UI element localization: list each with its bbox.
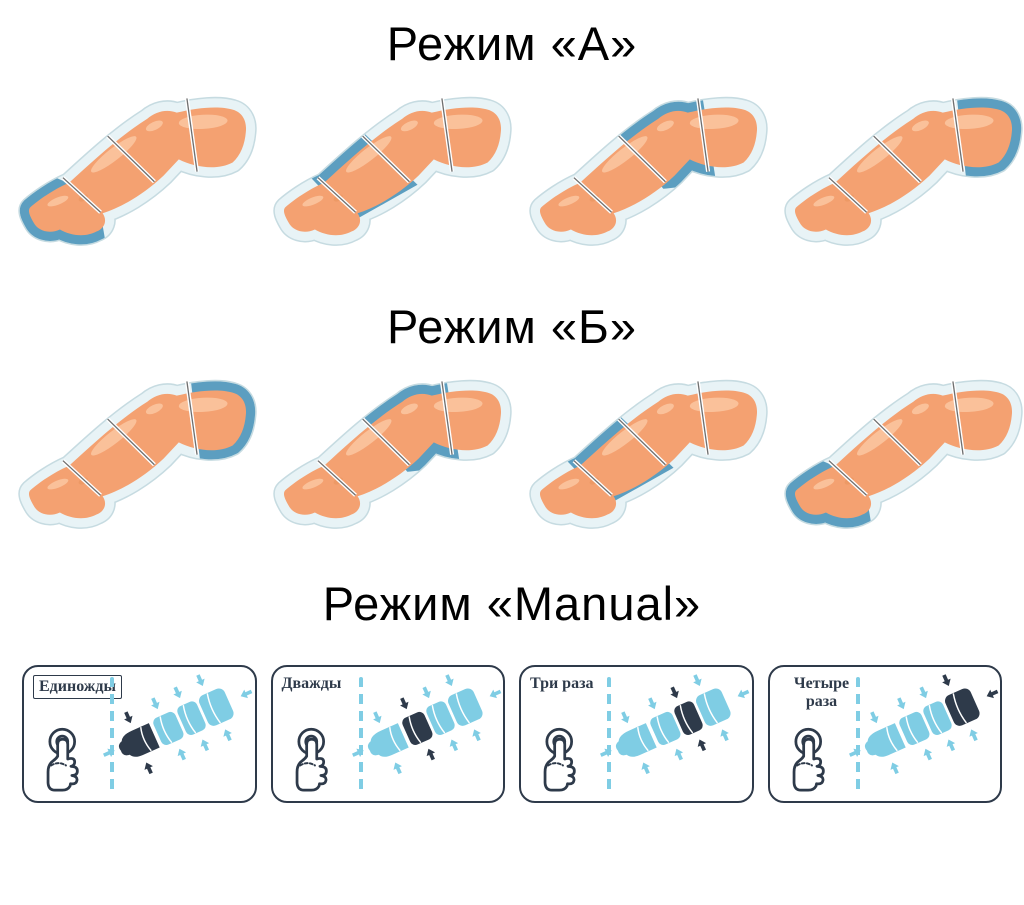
mode-a-title: Режим «А» — [386, 17, 638, 70]
leg-figure-foot — [784, 379, 1023, 529]
press-button-hand-icon — [543, 727, 576, 792]
panel-press-count-label: Единожды — [33, 675, 122, 699]
panel-press-count-label: Четыре раза — [793, 675, 850, 710]
press-button-hand-icon — [295, 727, 328, 792]
section-mode-a: Режим «А» — [0, 0, 1024, 253]
mode-b-legs-row — [0, 354, 1024, 536]
press-button-hand-icon — [46, 727, 79, 792]
manual-panel-4: Четыре раза — [767, 665, 1002, 803]
cuff-segment-dividers — [316, 381, 455, 497]
cuff-segment-dividers — [572, 98, 710, 214]
leg-figure-thigh — [18, 379, 257, 529]
panel-press-count-label: Три раза — [530, 675, 594, 692]
mode-a-legs-row — [0, 71, 1024, 253]
dashed-separator — [607, 677, 611, 791]
cuff-segment-dividers — [827, 98, 966, 214]
dashed-separator — [855, 677, 860, 791]
leg-figure-knee — [273, 379, 513, 529]
cuff-leg-diagram — [848, 674, 998, 775]
leg-figure-thigh — [784, 96, 1023, 246]
leg-figure-calf — [528, 379, 768, 529]
cuff-segment-dividers — [827, 381, 966, 497]
dashed-separator — [110, 677, 114, 791]
manual-panels-row: Единожды — [0, 665, 1024, 803]
mode-manual-title: Режим «Manual» — [322, 577, 702, 630]
cuff-leg-diagram — [600, 674, 750, 775]
manual-panel-1: Единожды — [22, 665, 257, 803]
inflate-arrows — [600, 674, 750, 775]
leg-figure-foot — [18, 96, 257, 246]
inflate-arrows — [103, 674, 253, 775]
section-mode-b: Режим «Б» — [0, 253, 1024, 536]
cuff-leg-diagram — [103, 674, 253, 775]
leg-figure-knee — [528, 96, 768, 246]
inflate-arrows — [848, 674, 998, 775]
press-button-hand-icon — [792, 727, 825, 792]
cuff-segment-dividers — [61, 98, 200, 214]
manual-panel-3: Три раза — [519, 665, 754, 803]
mode-b-title: Режим «Б» — [386, 300, 638, 353]
panel-press-count-label: Дважды — [281, 675, 342, 692]
cuff-segment-dividers — [61, 381, 200, 497]
cuff-segment-dividers — [572, 381, 710, 497]
cuff-segment-dividers — [316, 98, 455, 214]
section-mode-manual: Режим «Manual» Единожды — [0, 536, 1024, 803]
inflate-arrows — [351, 674, 501, 775]
leg-figure-calf — [273, 96, 513, 246]
dashed-separator — [358, 677, 363, 791]
cuff-leg-diagram — [351, 674, 501, 775]
manual-panel-2: Дважды — [270, 665, 505, 803]
